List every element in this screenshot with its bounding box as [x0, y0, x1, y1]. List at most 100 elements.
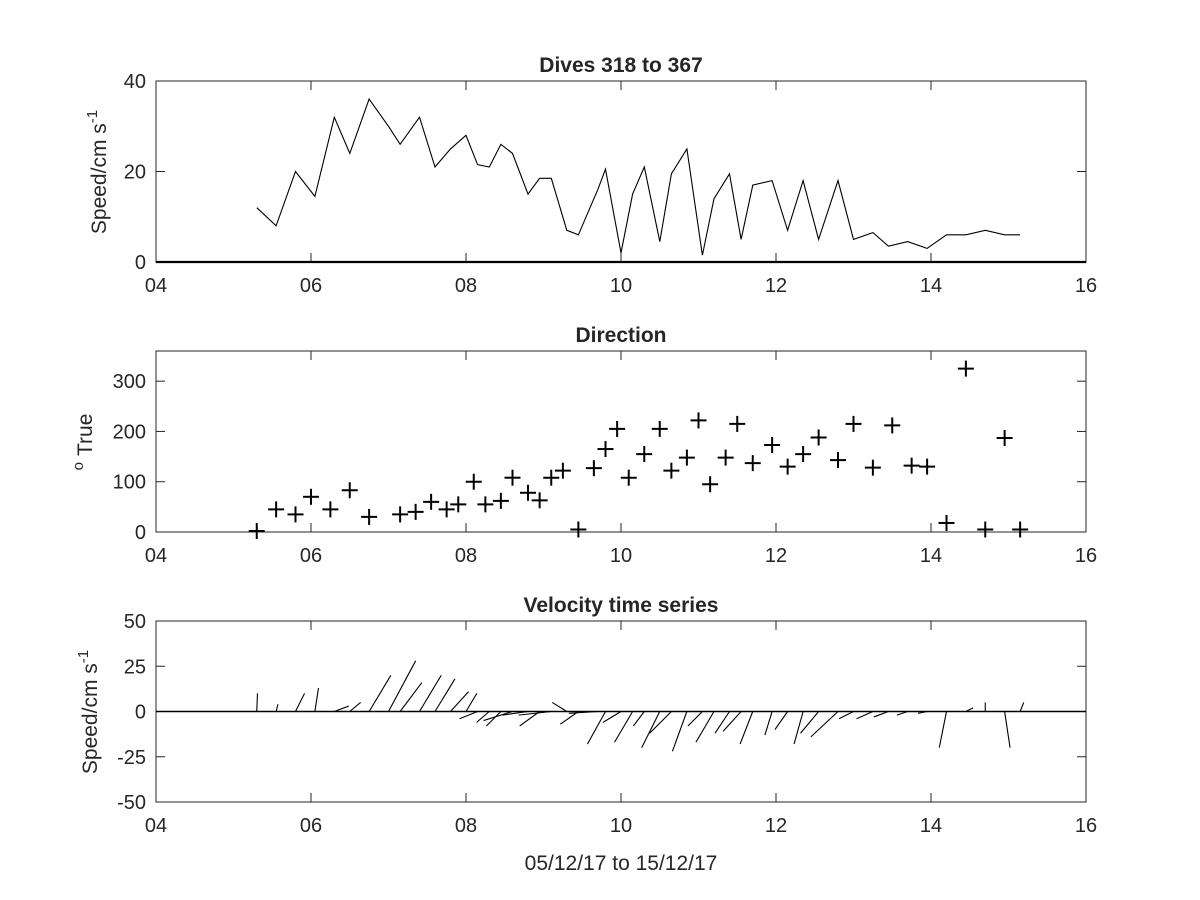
direction-point [729, 415, 746, 432]
velocity-stick [568, 710, 598, 714]
velocity-stick [873, 710, 889, 718]
velocity-x-axis-label: 05/12/17 to 15/12/17 [525, 852, 718, 875]
y-tick-label: 100 [113, 472, 146, 494]
direction-point [504, 469, 521, 486]
velocity-stick [1019, 702, 1025, 712]
direction-point [407, 503, 424, 520]
direction-point [465, 473, 482, 490]
direction-point [361, 508, 378, 525]
velocity-stick [722, 711, 742, 732]
velocity-stick [649, 711, 672, 734]
direction-point [609, 420, 626, 437]
y-tick-label: 200 [113, 421, 146, 443]
velocity-stick [483, 710, 513, 722]
x-tick-label: 04 [145, 545, 167, 567]
direction-point [438, 501, 455, 518]
velocity-stick [764, 711, 773, 736]
velocity-stick [419, 675, 442, 712]
direction-point [919, 458, 936, 475]
direction-point [1012, 521, 1029, 538]
direction-point [744, 455, 761, 472]
direction-point [531, 492, 548, 509]
velocity-stick [349, 702, 361, 712]
direction-point [450, 496, 467, 513]
direction-point [651, 420, 668, 437]
direction-point [702, 476, 719, 493]
direction-point [795, 446, 812, 463]
direction-point [903, 457, 920, 474]
velocity-stick [641, 711, 661, 748]
direction-point [938, 514, 955, 531]
velocity-stick [551, 701, 568, 712]
direction-point [977, 521, 994, 538]
velocity-title: Velocity time series [524, 594, 719, 617]
velocity-stick [559, 711, 579, 725]
direction-point [392, 506, 409, 523]
velocity-stick [314, 687, 320, 712]
direction-point [845, 415, 862, 432]
x-tick-label: 10 [610, 815, 632, 837]
velocity-stick [938, 711, 948, 748]
y-tick-label: 0 [135, 252, 146, 274]
direction-point [543, 469, 560, 486]
velocity-stick [602, 711, 622, 723]
x-tick-label: 14 [920, 545, 942, 567]
velocity-stick [632, 711, 645, 727]
velocity-stick [368, 675, 392, 712]
direction-point [884, 417, 901, 434]
y-tick-label: 50 [124, 611, 146, 633]
y-tick-label: 25 [124, 656, 146, 678]
direction-point [810, 429, 827, 446]
direction-point [957, 360, 974, 377]
x-tick-label: 12 [765, 275, 787, 297]
direction-y-axis-label: oTrue [70, 414, 97, 471]
velocity-stick [586, 711, 606, 745]
velocity-stick [519, 711, 540, 727]
velocity-stick [476, 711, 490, 723]
speed-title: Dives 318 to 367 [539, 54, 702, 77]
x-tick-label: 12 [765, 815, 787, 837]
velocity-y-axis-label: Speed/cm s-1 [75, 650, 102, 774]
x-tick-label: 04 [145, 815, 167, 837]
direction-point [492, 492, 509, 509]
direction-point [636, 446, 653, 463]
velocity-stick [486, 711, 502, 727]
direction-point [779, 458, 796, 475]
velocity-stick [965, 707, 974, 712]
direction-point [520, 484, 536, 501]
velocity-stick [388, 660, 417, 712]
velocity-stick [695, 711, 715, 743]
velocity-stick [800, 711, 820, 734]
y-tick-label: 0 [135, 522, 146, 544]
direction-point [678, 449, 695, 466]
velocity-stick [917, 710, 928, 714]
direction-point [690, 412, 707, 429]
velocity-stick [399, 682, 423, 712]
x-tick-label: 06 [300, 545, 322, 567]
x-tick-label: 06 [300, 275, 322, 297]
y-tick-label: 20 [124, 162, 146, 184]
direction-point [597, 441, 614, 458]
velocity-stick [687, 711, 703, 727]
velocity-stick [450, 691, 470, 712]
x-tick-label: 14 [920, 815, 942, 837]
velocity-stick [295, 693, 306, 712]
direction-axes-frame [155, 350, 1087, 533]
direction-point [423, 493, 440, 510]
velocity-stick [459, 710, 478, 720]
direction-point [717, 449, 734, 466]
velocity-stick [465, 693, 478, 712]
direction-point [477, 496, 494, 513]
direction-point [303, 488, 319, 505]
y-tick-label: 40 [124, 71, 146, 93]
velocity-stick [774, 711, 789, 730]
direction-title: Direction [575, 324, 666, 347]
direction-point [663, 462, 680, 479]
velocity-stick [256, 693, 259, 712]
direction-point [585, 460, 602, 477]
velocity-stick [434, 678, 456, 712]
velocity-stick [614, 711, 634, 743]
velocity-stick [671, 711, 688, 752]
direction-point [570, 521, 587, 538]
velocity-stick [793, 711, 804, 745]
